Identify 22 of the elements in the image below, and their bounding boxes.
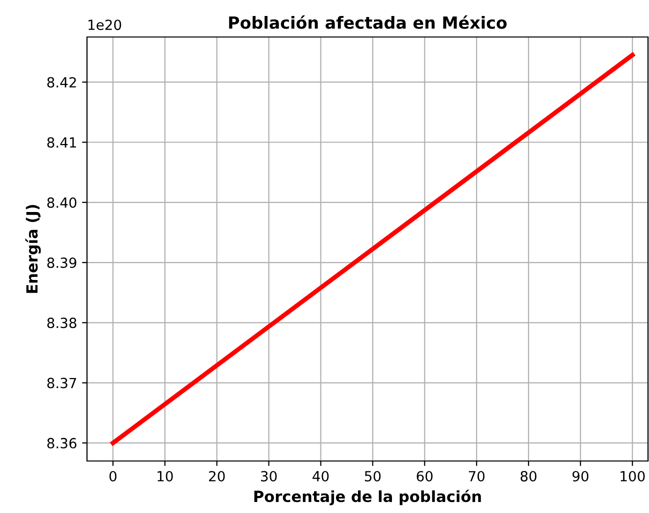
x-tick-label: 100: [620, 470, 645, 482]
x-tick-label: 0: [109, 470, 116, 482]
x-tick-label: 30: [261, 470, 277, 482]
text: 1e20: [88, 20, 122, 30]
x-axis-title: Porcentaje de la población: [254, 490, 481, 506]
y-tick-label: 8.42: [47, 77, 76, 88]
x-tick-label: 50: [364, 470, 381, 482]
y-tick-label: 8.37: [47, 378, 76, 388]
x-tick-label: 70: [468, 470, 484, 482]
x-tick-label: 40: [312, 470, 329, 482]
x-tick-label: 20: [209, 470, 225, 482]
y-tick-label: 8.36: [47, 438, 76, 448]
y-tick-label: 8.39: [47, 258, 76, 268]
y-tick-label: 8.41: [47, 137, 76, 148]
chart-title: Población afectada en México: [229, 15, 507, 29]
x-tick-label: 80: [520, 470, 536, 482]
x-tick-label: 60: [416, 470, 433, 482]
y-axis-title: Energía (J): [25, 204, 41, 293]
x-tick-label: 90: [572, 470, 588, 482]
y-tick-label: 8.38: [47, 318, 76, 328]
x-tick-label: 10: [158, 470, 173, 482]
y-tick-label: 8.40: [47, 197, 76, 208]
